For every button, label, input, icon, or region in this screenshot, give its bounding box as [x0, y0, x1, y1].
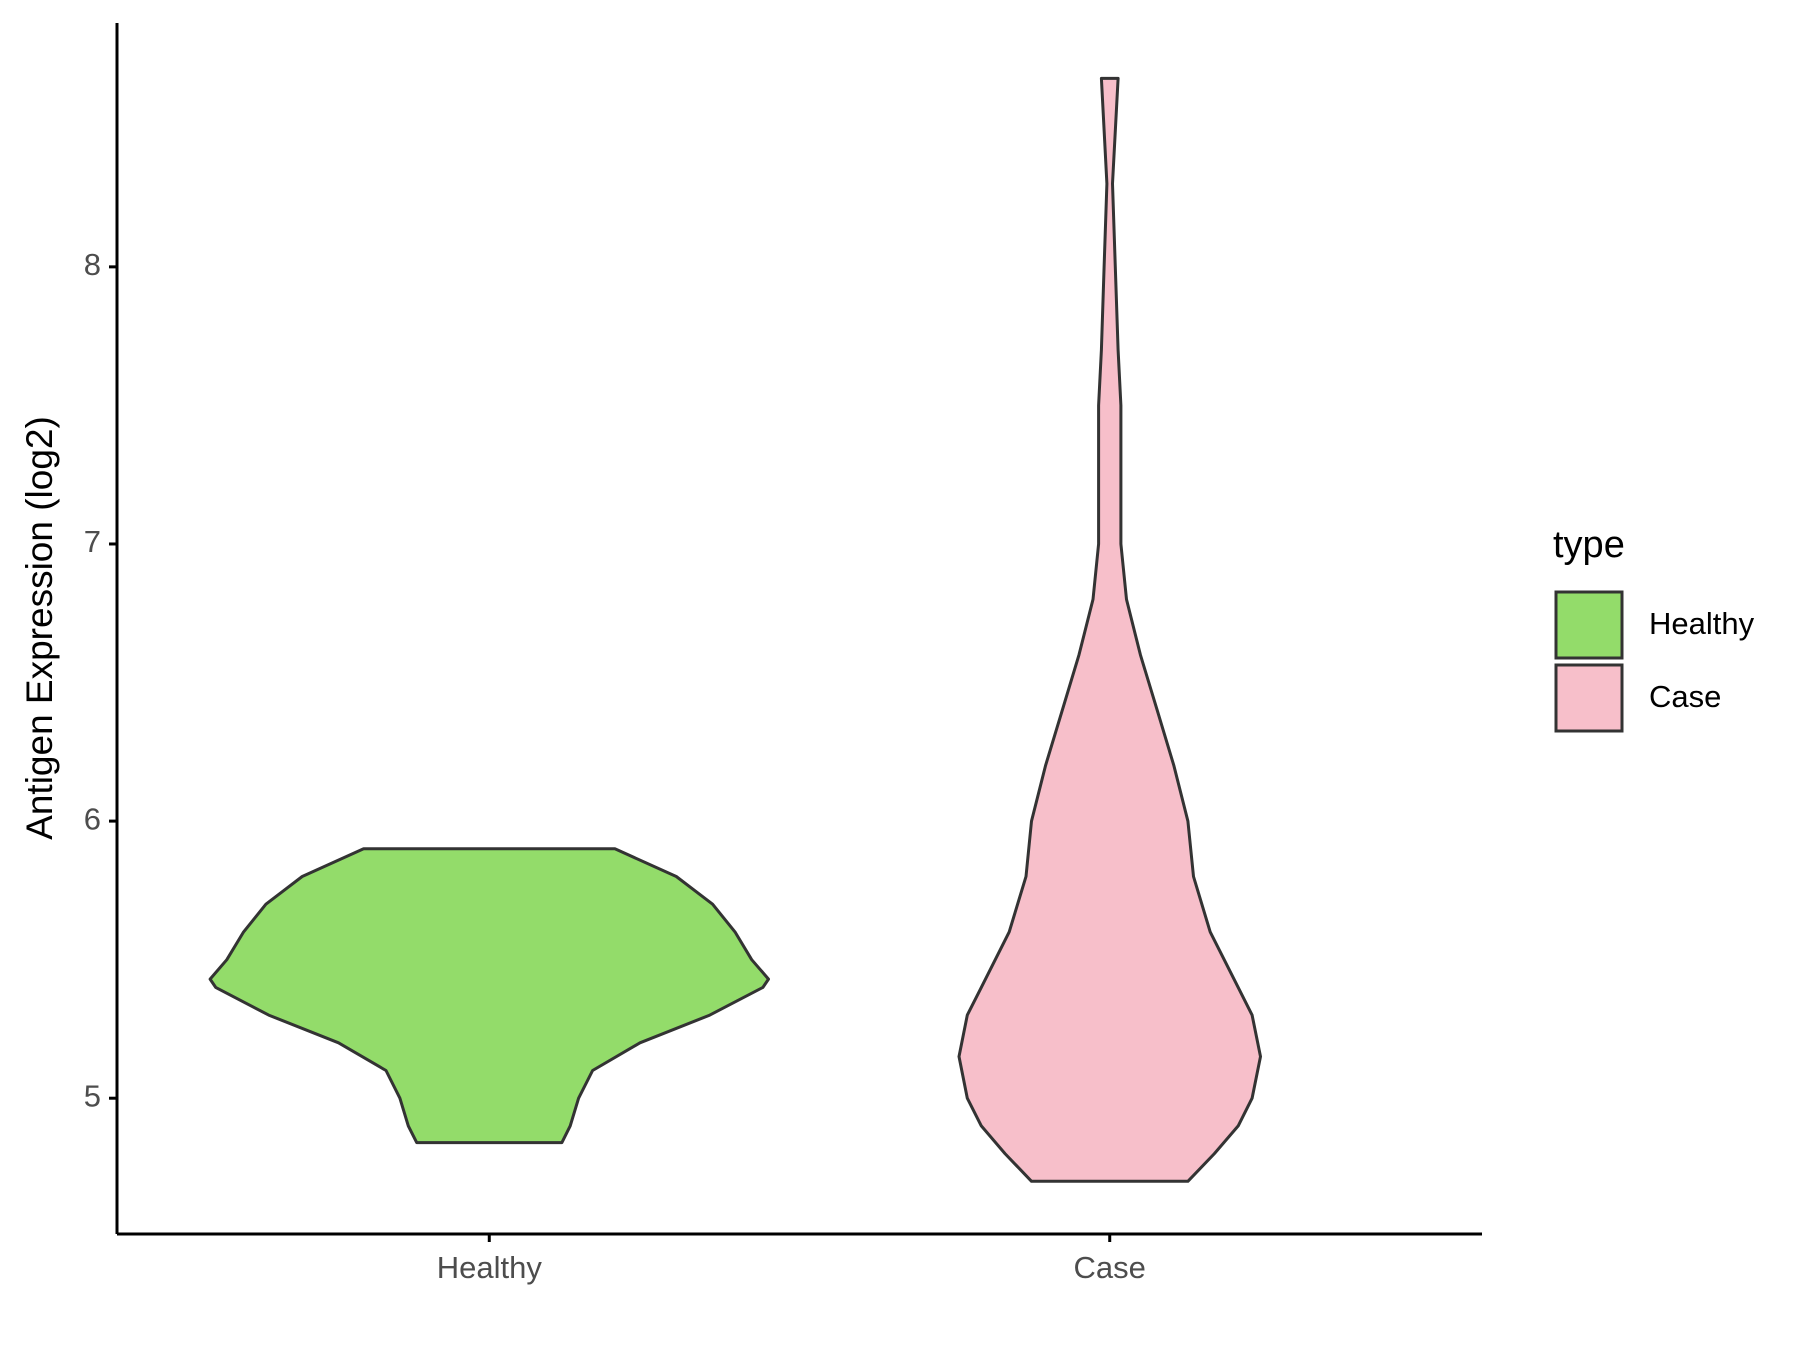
y-tick-label: 6 — [84, 801, 101, 836]
legend-label: Case — [1649, 679, 1721, 714]
x-tick-label: Case — [1074, 1250, 1146, 1285]
violin — [208, 847, 770, 1145]
y-axis-title: Antigen Expression (log2) — [19, 416, 60, 840]
y-tick-label: 8 — [84, 247, 101, 282]
y-tick-label: 7 — [84, 524, 101, 559]
x-tick-label: Healthy — [437, 1250, 543, 1285]
legend-key — [1554, 590, 1624, 660]
y-tick-label: 5 — [84, 1078, 101, 1113]
legend-title: type — [1553, 524, 1625, 566]
legend-label: Healthy — [1649, 606, 1755, 641]
violin — [957, 76, 1262, 1183]
legend-key — [1554, 663, 1624, 733]
